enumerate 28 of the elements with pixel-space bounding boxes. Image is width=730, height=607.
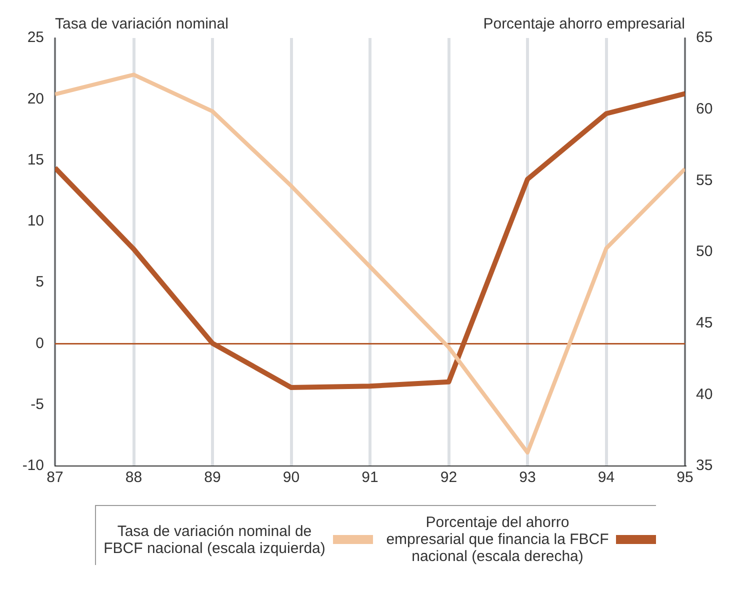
x-tick-label: 91 bbox=[362, 469, 378, 486]
x-tick-label: 88 bbox=[125, 469, 142, 486]
y2-tick-label: 50 bbox=[696, 243, 713, 260]
y-tick-label: 0 bbox=[36, 334, 44, 352]
y-tick-label: 20 bbox=[27, 90, 44, 108]
x-tick-label: 90 bbox=[282, 469, 300, 486]
y-tick-label: 25 bbox=[27, 29, 44, 46]
y-tick-label: -5 bbox=[30, 396, 44, 413]
y2-tick-label: 60 bbox=[696, 100, 713, 118]
y-tick-label: 5 bbox=[36, 274, 44, 291]
x-tick-label: 95 bbox=[676, 469, 694, 486]
x-tick-label: 89 bbox=[204, 469, 221, 486]
x-tick-label: 94 bbox=[598, 469, 615, 486]
y2-tick-label: 55 bbox=[696, 172, 713, 189]
y-axis-title: Tasa de variación nominal bbox=[55, 16, 228, 33]
y-tick-label: -10 bbox=[22, 457, 44, 474]
legend-label: Porcentaje del ahorro empresarial que financia la FBCF nacional (escala derecha) bbox=[385, 514, 610, 565]
x-tick-label: 92 bbox=[440, 469, 458, 486]
y-tick-label: 15 bbox=[27, 151, 44, 168]
y2-tick-label: 65 bbox=[696, 29, 713, 46]
x-tick-label: 87 bbox=[46, 469, 64, 486]
y2-tick-label: 45 bbox=[696, 314, 713, 332]
y-tick-label: 10 bbox=[27, 212, 44, 230]
y2-tick-label: 40 bbox=[696, 386, 713, 403]
y2-axis-title: Porcentaje ahorro empresarial bbox=[483, 16, 685, 33]
y2-tick-label: 35 bbox=[696, 457, 713, 474]
legend-label: Tasa de variación nominal de FBCF nacional (escala izquierda) bbox=[102, 522, 326, 556]
x-tick-label: 93 bbox=[519, 469, 536, 486]
